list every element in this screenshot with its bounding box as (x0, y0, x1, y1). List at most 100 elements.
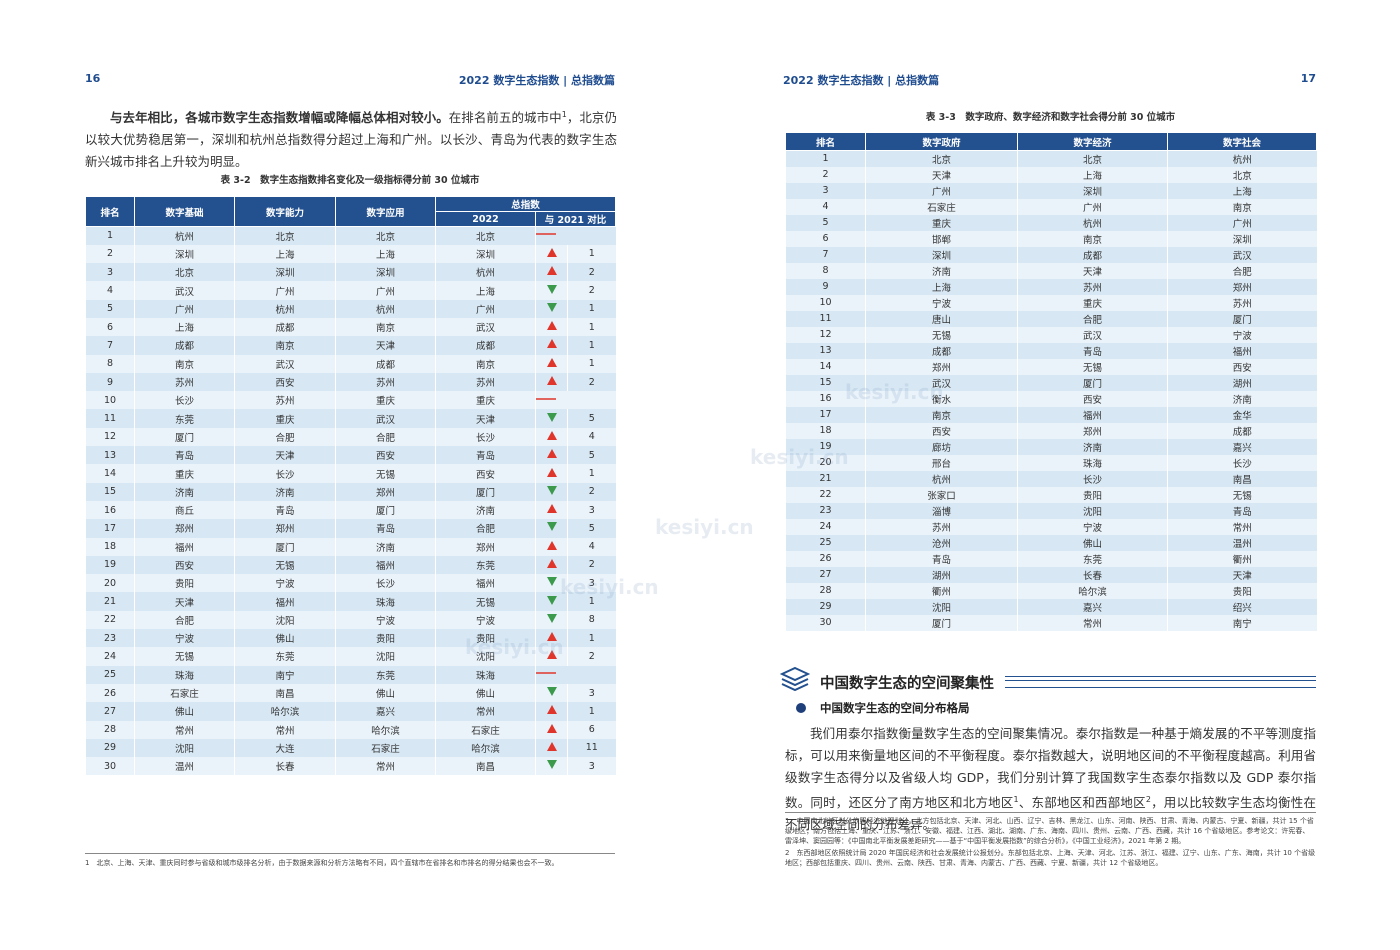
city-cell: 西安 (335, 446, 436, 465)
table-row: 18 西安 郑州 成都 (785, 422, 1317, 439)
rank-cell: 2 (85, 244, 135, 264)
city-cell: 宁波 (234, 574, 336, 593)
city-cell: 南京 (435, 354, 536, 373)
rank-cell: 29 (85, 738, 135, 758)
city-cell: 西安 (865, 422, 1018, 439)
city-cell: 北京 (335, 226, 436, 245)
city-cell: 福州 (435, 574, 536, 593)
table-row: 22 张家口 贵阳 无锡 (785, 486, 1317, 503)
city-cell: 南宁 (234, 665, 336, 684)
city-cell: 郑州 (335, 482, 436, 501)
trend-cell (535, 299, 568, 318)
header-row: 排名 数字政府 数字经济 数字社会 (785, 132, 1317, 151)
city-cell: 青岛 (335, 519, 436, 538)
header-cell: 与 2021 对比 (534, 211, 617, 227)
table-row: 14 郑州 无锡 西安 (785, 358, 1317, 375)
table-row: 23 宁波 佛山 贵阳 贵阳 1 (85, 629, 616, 648)
rank-cell: 8 (85, 354, 135, 373)
city-cell: 杭州 (435, 263, 536, 282)
city-cell: 武汉 (1167, 246, 1317, 263)
city-cell: 嘉兴 (335, 702, 436, 721)
table: 排名 数字政府 数字经济 数字社会 1 北京 北京 杭州 2 天津 上海 北京 3 广州 深圳 上海 4 石家庄广… (785, 132, 1317, 631)
city-cell: 佛山 (1017, 534, 1168, 551)
arrow (546, 247, 557, 257)
city-cell: 东莞 (335, 665, 436, 684)
city-cell: 淄博 (865, 502, 1018, 519)
header-cell: 数字政府 (865, 132, 1018, 151)
table-row: 11 唐山 合肥 厦门 (785, 310, 1317, 327)
table-row: 3 北京 深圳 深圳 杭州 2 (85, 263, 616, 282)
city-cell: 上海 (1017, 166, 1168, 183)
city-cell: 常州 (234, 720, 336, 739)
city-cell: 郑州 (865, 358, 1018, 375)
city-cell: 廊坊 (865, 438, 1018, 455)
rank-cell: 22 (785, 486, 866, 503)
city-cell: 重庆 (865, 214, 1018, 231)
city-cell: 南昌 (435, 757, 536, 776)
city-cell: 广州 (1167, 214, 1317, 231)
trend-arrow (546, 485, 557, 495)
rank-cell: 7 (785, 246, 866, 263)
rank-cell: 16 (85, 500, 135, 520)
running-header: 2022 数字生态指数 | 总指数篇 (458, 74, 615, 87)
table-row: 16 商丘 青岛 厦门 济南 3 (85, 500, 616, 520)
city-cell: 广州 (335, 281, 436, 300)
city-cell: 佛山 (134, 702, 235, 721)
city-cell: 深圳 (1167, 230, 1317, 247)
city-cell: 湖州 (1167, 374, 1317, 391)
table-row: 6 上海 成都 南京 武汉 1 (85, 317, 616, 337)
rank-cell: 26 (85, 683, 135, 703)
arrow (546, 504, 557, 514)
city-cell: 沈阳 (865, 598, 1018, 615)
city-cell: 济南 (865, 262, 1018, 279)
bullet (796, 703, 806, 713)
city-cell: 宁波 (1167, 326, 1317, 343)
footnote-text: 东西部地区依照统计局 2020 年国民经济和社会发展统计公报划分。东部包括北京、… (785, 849, 1316, 867)
trend-arrow (546, 449, 557, 459)
city-cell: 成都 (335, 354, 436, 373)
paragraph: 与去年相比，各城市数字生态指数增幅或降幅总体相对较小。在排名前五的城市中1，北京… (85, 104, 617, 173)
trend-arrow (546, 558, 557, 568)
table-row: 26 青岛 东莞 衢州 (785, 550, 1317, 567)
trend-cell (535, 610, 568, 630)
watermark: kesiyi.cn (655, 515, 754, 539)
city-cell: 邢台 (865, 454, 1018, 471)
table-row: 27 湖州 长春 天津 (785, 566, 1317, 583)
city-cell: 哈尔滨 (1017, 582, 1168, 599)
city-cell: 重庆 (435, 391, 536, 410)
arrow (546, 723, 557, 733)
city-cell: 无锡 (234, 555, 336, 575)
trend-arrow (546, 321, 557, 331)
change-cell: 1 (566, 299, 616, 318)
city-cell: 郑州 (1167, 278, 1317, 295)
trend-cell (534, 665, 616, 684)
trend-cell (535, 464, 568, 483)
trend-arrow (546, 650, 557, 660)
city-cell: 郑州 (134, 519, 235, 538)
trend-arrow (546, 760, 557, 770)
watermark: kesiyi.cn (465, 635, 564, 659)
trend-arrow (546, 632, 557, 642)
table-row: 13 青岛 天津 西安 青岛 5 (85, 446, 616, 465)
header-cell: 排名 (85, 196, 135, 227)
rank-cell: 18 (785, 422, 866, 439)
rank-cell: 9 (85, 372, 135, 392)
city-cell: 苏州 (1017, 278, 1168, 295)
city-cell: 长沙 (1017, 470, 1168, 487)
city-cell: 南昌 (234, 683, 336, 703)
city-cell: 青岛 (1167, 502, 1317, 519)
city-cell: 北京 (134, 263, 235, 282)
city-cell: 天津 (335, 336, 436, 355)
rank-cell: 17 (785, 406, 866, 423)
city-cell: 宁波 (865, 294, 1018, 311)
rank-cell: 9 (785, 278, 866, 295)
city-cell: 合肥 (234, 427, 336, 447)
rank-cell: 4 (785, 198, 866, 215)
city-cell: 武汉 (435, 317, 536, 337)
table-row: 28 衢州 哈尔滨 贵阳 (785, 582, 1317, 599)
rank-cell: 1 (785, 150, 866, 167)
city-cell: 苏州 (435, 372, 536, 392)
trend-arrow (546, 613, 557, 623)
rank-cell: 8 (785, 262, 866, 279)
